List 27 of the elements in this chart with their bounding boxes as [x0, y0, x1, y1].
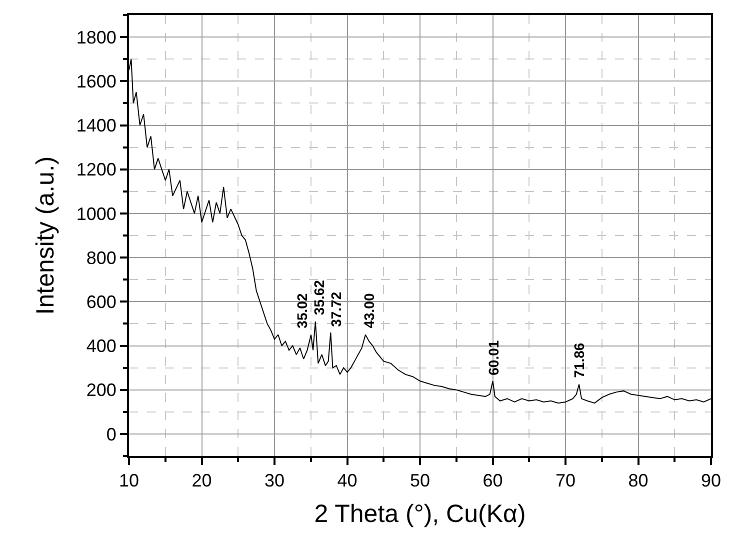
x-tick-label: 40 — [337, 470, 358, 491]
y-tick-label: 800 — [86, 248, 116, 268]
y-tick-label: 400 — [86, 336, 116, 356]
y-tick-label: 1600 — [76, 71, 116, 92]
x-tick-label: 20 — [192, 470, 212, 491]
annotation: 60.01 — [485, 340, 502, 376]
x-tick-label: 70 — [555, 470, 576, 491]
y-tick-label: 200 — [86, 380, 116, 400]
y-axis-title: Intensity (a.u.) — [32, 156, 60, 315]
annotation: 35.62 — [311, 280, 328, 316]
y-tick-label: 1000 — [76, 204, 116, 224]
x-tick-label: 10 — [118, 470, 140, 491]
y-tick-label: 600 — [86, 292, 116, 312]
x-tick-label: 90 — [700, 470, 722, 491]
x-tick-label: 60 — [482, 470, 503, 491]
y-tick-label: 0 — [106, 424, 116, 444]
x-tick-label: 50 — [410, 470, 430, 491]
annotation: 71.86 — [571, 342, 588, 378]
annotation: 37.72 — [328, 292, 344, 327]
x-axis-title: 2 Theta (°), Cu(Kα) — [314, 500, 526, 528]
y-tick-label: 1800 — [76, 27, 116, 48]
annotation: 43.00 — [360, 293, 377, 328]
x-tick-label: 30 — [264, 470, 285, 491]
x-tick-label: 80 — [628, 470, 648, 491]
y-tick-label: 1200 — [76, 160, 116, 180]
y-tick-label: 1400 — [76, 116, 116, 136]
annotation: 35.02 — [294, 293, 310, 328]
